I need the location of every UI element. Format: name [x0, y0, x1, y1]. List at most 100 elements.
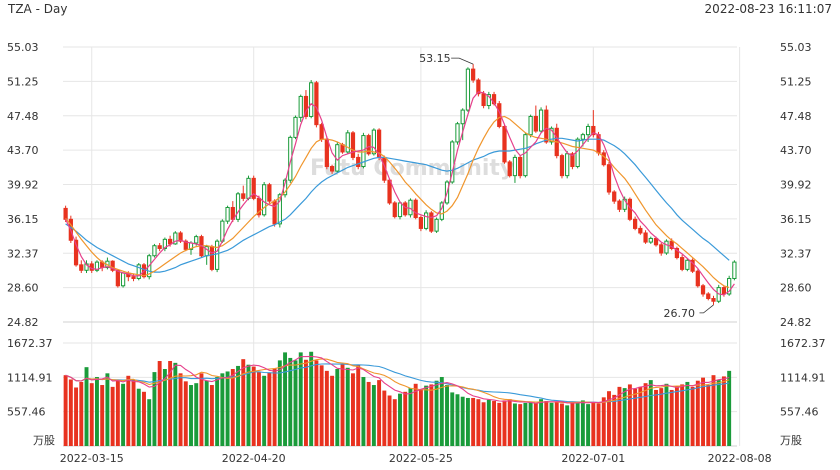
volume-bar: [706, 385, 711, 446]
candle-body: [167, 238, 173, 245]
volume-bar: [303, 359, 308, 446]
candle-body: [434, 218, 439, 232]
price-tick-right: 47.48: [780, 110, 812, 123]
candle-body: [371, 129, 376, 155]
volume-bar: [617, 386, 622, 446]
volume-bar: [403, 391, 408, 446]
candle-body: [178, 232, 183, 242]
candle-body: [643, 232, 648, 243]
volume-bar: [439, 377, 444, 446]
candle-body: [79, 264, 84, 271]
candle-body: [298, 95, 303, 118]
candle-body: [460, 109, 465, 125]
chart-title: TZA - Day: [8, 2, 68, 16]
price-tick-right: 32.37: [780, 247, 812, 260]
volume-bar: [100, 385, 105, 446]
volume-bar: [554, 401, 559, 446]
candle-body: [585, 125, 591, 136]
candle-body: [309, 82, 314, 117]
candle-body: [455, 123, 460, 143]
volume-bar: [105, 373, 110, 446]
candle-body: [617, 200, 622, 210]
volume-bar: [189, 385, 193, 446]
ma_long-line: [65, 137, 730, 273]
volume-bar: [465, 397, 470, 446]
date-tick-label: 2022-07-01: [561, 452, 625, 465]
volume-bar: [204, 380, 209, 446]
volume-bar: [507, 399, 512, 446]
volume-bar: [267, 372, 272, 446]
volume-tick-left: 1672.37: [7, 337, 53, 350]
volume-bar: [194, 383, 199, 446]
candle-body: [612, 191, 617, 202]
volume-bar: [622, 388, 627, 446]
candle-body: [429, 212, 434, 232]
candle-body: [293, 116, 298, 138]
candle-body: [471, 68, 476, 81]
volume-bar: [220, 373, 225, 446]
price-tick-left: 47.48: [7, 110, 39, 123]
volume-bar: [502, 400, 507, 446]
volume-bar: [685, 381, 690, 446]
volume-bar: [690, 386, 695, 446]
volume-bar: [319, 365, 324, 446]
volume-bar: [680, 384, 685, 446]
volume-bar: [147, 399, 152, 446]
volume-bar: [126, 375, 131, 446]
candle-body: [727, 277, 732, 295]
candle-body: [632, 218, 638, 229]
volume-bar: [570, 401, 575, 446]
candle-body: [476, 79, 481, 95]
date-tick-label: 2022-05-25: [389, 452, 453, 465]
volume-bar: [560, 403, 564, 446]
price-tick-left: 36.15: [7, 213, 39, 226]
candle-body: [241, 193, 246, 199]
candle-body: [387, 179, 392, 204]
candle-body: [277, 194, 282, 225]
volume-bar: [121, 383, 126, 446]
volume-bar: [246, 364, 251, 446]
volume-bar: [89, 383, 94, 446]
volume-bar: [115, 380, 120, 446]
volume-tick-right: 1114.91: [780, 371, 826, 384]
volume-bar: [727, 370, 732, 446]
price-tick-right: 36.15: [780, 213, 812, 226]
volume-bar: [492, 401, 497, 446]
volume-bar: [136, 388, 141, 446]
volume-bar: [711, 375, 716, 446]
price-tick-left: 32.37: [7, 247, 39, 260]
volume-bar: [627, 384, 632, 446]
volume-bar: [382, 390, 387, 446]
candle-body: [424, 212, 429, 229]
volume-bar: [580, 400, 585, 446]
volume-bar: [424, 385, 429, 446]
volume-tick-right: 557.46: [780, 406, 819, 419]
low-price-label: 26.70: [663, 307, 695, 320]
volume-bar: [413, 383, 418, 446]
candle-body: [215, 240, 220, 270]
volume-bar: [209, 385, 214, 446]
volume-bar: [445, 385, 449, 446]
date-tick-label: 2022-08-08: [708, 452, 772, 465]
volume-bar: [345, 367, 350, 446]
volume-bar: [716, 380, 721, 446]
volume-bar: [654, 389, 658, 446]
volume-bar: [701, 377, 705, 446]
volume-bar: [586, 404, 591, 446]
candle-body: [413, 199, 418, 218]
volume-bar: [659, 388, 664, 446]
volume-bar: [476, 399, 481, 446]
candle-body: [486, 94, 491, 107]
volume-bar: [314, 360, 319, 446]
candle-body: [721, 287, 727, 295]
candle-body: [601, 152, 606, 166]
volume-bar: [173, 362, 178, 446]
volume-bar: [648, 380, 653, 446]
volume-bar: [387, 395, 392, 446]
volume-bar: [241, 359, 246, 446]
candle-body: [120, 272, 126, 287]
volume-bar: [63, 375, 68, 446]
candle-body: [518, 156, 523, 177]
